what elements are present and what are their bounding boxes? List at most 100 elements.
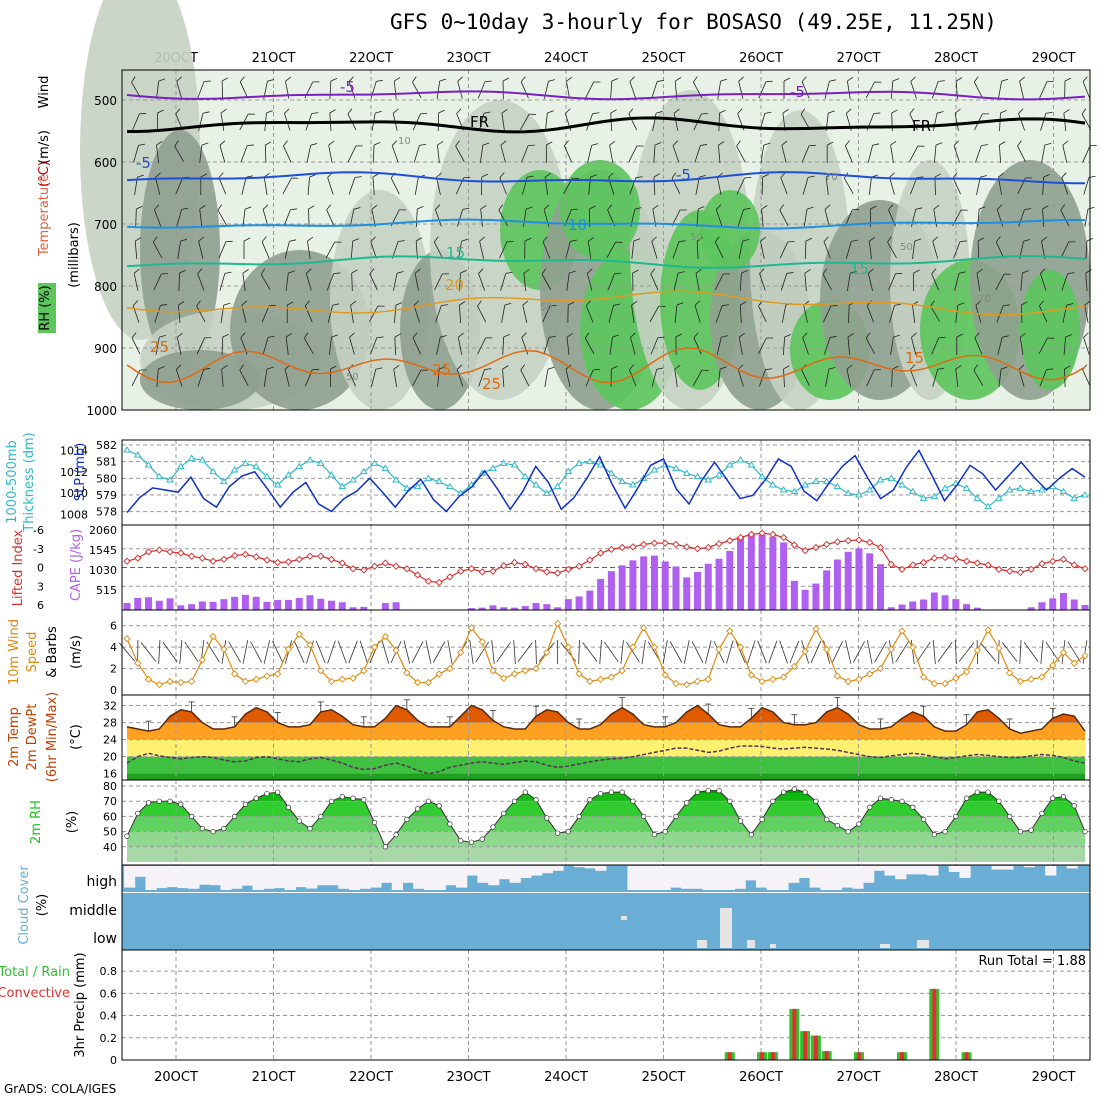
wind-barb-flag <box>352 238 360 242</box>
wind-barb-shaft <box>197 369 204 387</box>
wind-barb <box>501 302 512 323</box>
wind10-barb <box>162 642 178 662</box>
wind10-label-2: Speed <box>25 632 40 673</box>
wind-barb-flag <box>304 300 310 306</box>
wind-barb <box>196 300 206 323</box>
rh2m-marker <box>931 832 937 838</box>
cloud-high-clear <box>820 866 832 890</box>
wind-barb <box>738 332 745 355</box>
wind-barb-shaft <box>717 81 722 99</box>
wind-barb-shaft <box>327 305 333 323</box>
wind10-marker <box>295 630 303 638</box>
wind-barb-shaft <box>478 369 485 387</box>
lifted-marker <box>693 545 702 553</box>
wind-barb <box>174 140 185 162</box>
wind-barb-flag <box>808 175 815 178</box>
wind-barb <box>412 332 421 355</box>
wind-barb-shaft <box>155 177 161 195</box>
rh2m-marker <box>888 797 894 803</box>
wind-barb-shaft <box>586 273 593 291</box>
wind-barb <box>826 141 834 163</box>
rh2m-marker <box>318 813 324 820</box>
thickness-marker <box>725 461 734 468</box>
wind-barb-shaft <box>434 209 442 227</box>
wind10-barb-shaft <box>789 640 800 664</box>
wind-barb <box>242 269 249 291</box>
wind-barb-flag <box>330 77 338 82</box>
wind-barb-shaft <box>587 241 592 259</box>
wind-barb <box>609 140 616 163</box>
wind-barb-flag <box>677 271 685 274</box>
wind-barb-flag <box>591 143 599 146</box>
thickness-marker <box>865 486 874 493</box>
wind10-marker <box>952 674 960 682</box>
wind-barb-shaft <box>736 177 745 195</box>
pressure-tick: 800 <box>94 280 117 294</box>
wind-barb-shaft <box>1039 369 1047 387</box>
wind-barb-flag <box>761 205 768 210</box>
wind10-line <box>126 622 1086 686</box>
cloud-high-clear <box>306 866 318 889</box>
wind-barb-flag <box>701 113 709 115</box>
rh2m-marker <box>124 833 130 839</box>
wind-barb <box>263 366 274 387</box>
wind-barb-flag <box>310 143 318 146</box>
cloud-high-clear <box>338 866 350 889</box>
wind-barb-shaft <box>328 145 333 163</box>
wind-barb-flag <box>176 76 182 82</box>
wind-barb <box>802 175 815 195</box>
cloud-high-clear <box>884 866 896 876</box>
cape-bar <box>747 533 755 610</box>
wind-barb <box>716 335 728 355</box>
wind-barb-flag <box>179 269 186 274</box>
top-date-label: 23OCT <box>447 51 491 66</box>
lifted-tick: 6 <box>37 599 44 612</box>
wind-barb-flag <box>375 110 382 114</box>
wind-barb-flag <box>242 269 249 274</box>
wind10-marker <box>284 645 293 653</box>
wind-barb <box>631 300 638 323</box>
wind-barb <box>693 332 702 355</box>
wind-barb <box>240 144 254 163</box>
cloud-high-clear <box>627 866 639 890</box>
wind-barb-flag <box>764 111 772 114</box>
thickness-marker <box>855 491 863 498</box>
wind-barb <box>779 241 795 259</box>
wind-barb <box>650 336 665 355</box>
wind10-barb-shaft <box>242 640 249 664</box>
wind-barb-shaft <box>325 241 335 259</box>
wind-barb-shaft <box>995 241 1005 259</box>
wind-barb <box>846 270 857 291</box>
wind-barb <box>477 300 487 323</box>
wind-barb <box>653 173 660 196</box>
wind10-barb-shaft <box>381 640 390 664</box>
cloud-high-clear <box>670 866 682 888</box>
wind-barb-shaft <box>651 241 658 259</box>
temp-contour-10 <box>126 218 1086 230</box>
wind-barb <box>867 143 880 163</box>
wind10-barb-shaft <box>747 640 756 664</box>
wind10-marker <box>790 662 799 671</box>
wind-barb-flag <box>412 332 418 339</box>
wind-barb-flag <box>610 109 617 114</box>
wind-barb-shaft <box>565 241 571 259</box>
cape-bar <box>769 536 777 610</box>
wind-barb <box>283 208 298 227</box>
cape-bar <box>1049 598 1057 610</box>
rh2m-marker <box>770 798 776 804</box>
wind10-barb <box>768 640 778 664</box>
cloud-high-clear <box>1066 866 1078 869</box>
thickness-tick: 579 <box>96 489 117 502</box>
cloud-middle-low <box>122 893 1090 950</box>
cloud-high-clear <box>177 866 189 889</box>
wind-barb-flag <box>1090 145 1097 147</box>
rh-shading <box>700 190 760 270</box>
wind-barb-flag <box>203 368 211 370</box>
cape-bar <box>274 599 282 610</box>
wind10-barb <box>683 640 690 664</box>
wind10-marker <box>317 667 325 675</box>
wind-barb-flag <box>866 300 872 306</box>
cape-bar <box>597 578 605 610</box>
wind10-marker <box>640 624 648 632</box>
cape-bar <box>758 534 766 610</box>
